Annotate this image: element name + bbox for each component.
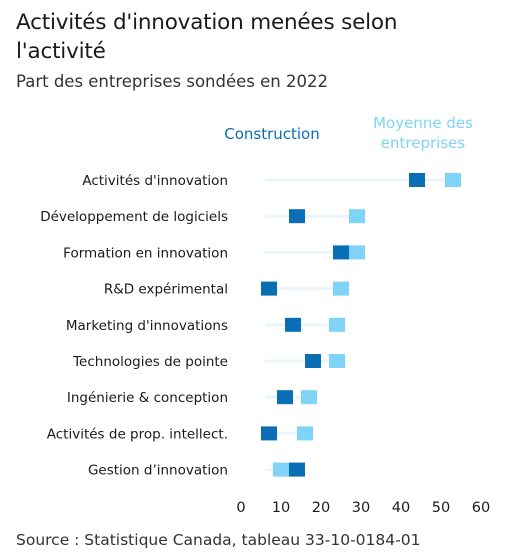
x-tick-label: 20 xyxy=(312,500,330,516)
legend-item: Construction xyxy=(224,125,320,143)
category-label: Activités d'innovation xyxy=(82,173,228,189)
source-note: Source : Statistique Canada, tableau 33-… xyxy=(16,531,421,549)
average-marker xyxy=(333,281,349,296)
row-connector xyxy=(265,431,305,435)
construction-marker xyxy=(277,390,293,405)
construction-marker xyxy=(289,462,305,477)
row-connector xyxy=(265,214,357,218)
average-marker xyxy=(273,462,289,477)
category-label: Formation en innovation xyxy=(63,245,228,261)
x-tick-label: 50 xyxy=(432,500,450,516)
average-marker xyxy=(329,354,345,368)
construction-marker xyxy=(333,245,349,260)
average-marker xyxy=(301,390,317,405)
x-tick-label: 60 xyxy=(472,500,490,516)
category-label: Développement de logiciels xyxy=(40,209,228,225)
category-label: Activités de prop. intellect. xyxy=(47,426,228,442)
row-connector xyxy=(265,178,453,182)
average-marker xyxy=(329,317,345,332)
x-tick-label: 10 xyxy=(272,500,290,516)
x-tick-label: 40 xyxy=(392,500,410,516)
row-connector xyxy=(265,287,341,291)
construction-marker xyxy=(285,317,301,332)
construction-marker xyxy=(289,209,305,224)
legend-item: Moyenne des entreprises xyxy=(373,114,473,152)
average-marker xyxy=(349,209,365,224)
average-marker xyxy=(445,173,461,187)
construction-marker xyxy=(305,354,321,368)
construction-marker xyxy=(261,426,277,441)
chart-title: Activités d'innovation menées selon l'ac… xyxy=(16,10,398,64)
category-label: Technologies de pointe xyxy=(72,354,228,370)
average-marker xyxy=(297,426,313,441)
category-label: Gestion d’innovation xyxy=(88,463,228,479)
construction-marker xyxy=(261,281,277,296)
row-connector xyxy=(265,250,357,254)
category-label: Marketing d'innovations xyxy=(66,318,228,334)
average-marker xyxy=(349,245,365,260)
x-tick-label: 0 xyxy=(236,500,245,516)
row-connector xyxy=(265,359,337,363)
chart-subtitle: Part des entreprises sondées en 2022 xyxy=(16,72,328,91)
category-label: Ingénierie & conception xyxy=(67,390,228,406)
construction-marker xyxy=(409,173,425,187)
dot-plot-chart: Activités d'innovation Développement de l… xyxy=(40,114,490,516)
category-label: R&D expérimental xyxy=(104,282,228,298)
x-tick-label: 30 xyxy=(352,500,370,516)
